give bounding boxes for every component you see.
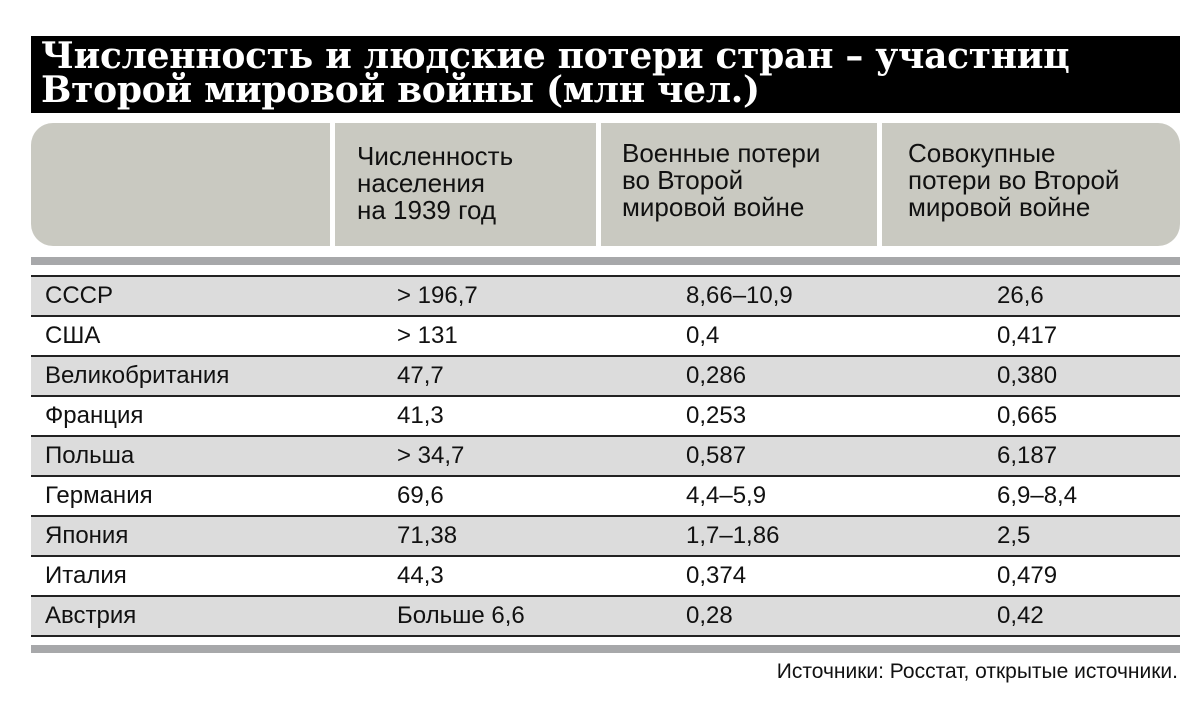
country-cell: США — [45, 322, 101, 349]
military-losses-cell: 8,66–10,9 — [686, 282, 793, 309]
title-line-2: Второй мировой войны (млн чел.) — [41, 69, 760, 111]
total-losses-cell: 0,479 — [997, 562, 1058, 589]
table-row: СССР > 196,7 8,66–10,9 26,6 — [31, 277, 1180, 317]
country-cell: Австрия — [45, 602, 137, 629]
header-text: на 1939 год — [357, 195, 497, 225]
header-text: Численность — [357, 141, 514, 171]
total-losses-cell: 26,6 — [997, 282, 1044, 309]
military-losses-cell: 0,253 — [686, 402, 747, 429]
military-losses-cell: 0,374 — [686, 562, 747, 589]
population-cell: Больше 6,6 — [397, 602, 525, 629]
total-losses-cell: 2,5 — [997, 522, 1031, 549]
population-cell: > 131 — [397, 322, 458, 349]
country-cell: Италия — [45, 562, 127, 589]
population-cell: > 196,7 — [397, 282, 478, 309]
population-cell: 71,38 — [397, 522, 458, 549]
country-cell: Польша — [45, 442, 135, 469]
population-cell: > 34,7 — [397, 442, 465, 469]
total-losses-cell: 0,42 — [997, 602, 1044, 629]
country-cell: Германия — [45, 482, 153, 509]
header-population-column: Численность населения на 1939 год — [335, 123, 596, 246]
military-losses-cell: 0,28 — [686, 602, 733, 629]
military-losses-cell: 4,4–5,9 — [686, 482, 767, 509]
header-military-losses-column: Военные потери во Второй мировой войне — [601, 123, 877, 246]
total-losses-cell: 0,417 — [997, 322, 1058, 349]
country-cell: СССР — [45, 282, 114, 309]
total-losses-cell: 6,9–8,4 — [997, 482, 1078, 509]
table-row: Германия 69,6 4,4–5,9 6,9–8,4 — [31, 477, 1180, 517]
country-cell: Япония — [45, 522, 129, 549]
source-note: Источники: Росстат, открытые источники. — [776, 660, 1178, 683]
country-cell: Великобритания — [45, 362, 230, 389]
total-losses-cell: 0,665 — [997, 402, 1058, 429]
top-divider-bar — [31, 257, 1180, 265]
header-total-losses-column: Совокупные потери во Второй мировой войн… — [882, 123, 1180, 246]
header-text: Совокупные — [908, 138, 1056, 168]
military-losses-cell: 0,286 — [686, 362, 747, 389]
population-cell: 47,7 — [397, 362, 444, 389]
header-country-column — [31, 123, 330, 246]
header-text: мировой войне — [622, 192, 805, 222]
header-text: Военные потери — [622, 138, 821, 168]
military-losses-cell: 0,4 — [686, 322, 720, 349]
table-row: Великобритания 47,7 0,286 0,380 — [31, 357, 1180, 397]
table-row: Франция 41,3 0,253 0,665 — [31, 397, 1180, 437]
page-title: Численность и людские потери стран – уча… — [31, 36, 1180, 113]
bottom-divider-bar — [31, 645, 1180, 653]
header-text: во Второй — [622, 165, 744, 195]
military-losses-cell: 1,7–1,86 — [686, 522, 780, 549]
country-cell: Франция — [45, 402, 144, 429]
header-text: населения — [357, 168, 486, 198]
header-text: мировой войне — [908, 192, 1091, 222]
population-cell: 44,3 — [397, 562, 444, 589]
data-table: СССР > 196,7 8,66–10,9 26,6 США > 131 0,… — [31, 275, 1180, 637]
title-line-1: Численность и людские потери стран – уча… — [41, 35, 1070, 77]
table-row: Япония 71,38 1,7–1,86 2,5 — [31, 517, 1180, 557]
total-losses-cell: 6,187 — [997, 442, 1058, 469]
table-row: Австрия Больше 6,6 0,28 0,42 — [31, 597, 1180, 637]
population-cell: 41,3 — [397, 402, 444, 429]
table-row: США > 131 0,4 0,417 — [31, 317, 1180, 357]
population-cell: 69,6 — [397, 482, 444, 509]
total-losses-cell: 0,380 — [997, 362, 1058, 389]
military-losses-cell: 0,587 — [686, 442, 747, 469]
table-row: Италия 44,3 0,374 0,479 — [31, 557, 1180, 597]
table-row: Польша > 34,7 0,587 6,187 — [31, 437, 1180, 477]
header-text: потери во Второй — [908, 165, 1120, 195]
table-header: Численность населения на 1939 год Военны… — [31, 123, 1180, 246]
